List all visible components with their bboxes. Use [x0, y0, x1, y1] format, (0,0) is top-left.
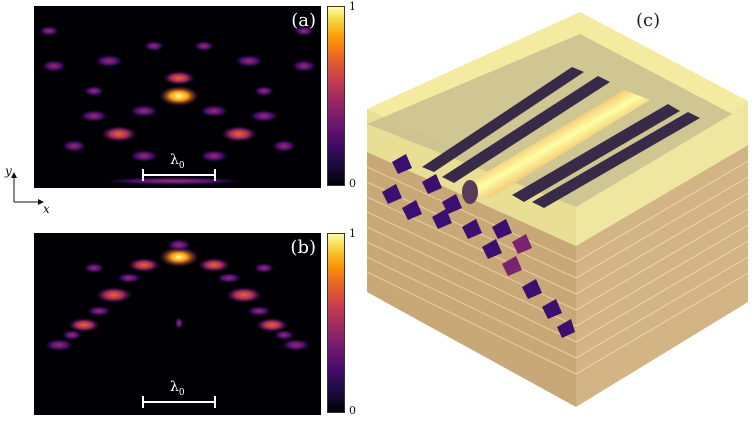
lobes-a [39, 26, 316, 185]
colorbar-a-max: 1 [349, 0, 356, 13]
field-map-a-image [39, 26, 316, 185]
scale-cap-left [142, 169, 144, 181]
scale-cap-left [142, 396, 144, 408]
scale-cap-right [214, 169, 216, 181]
left-face-layer-lines [366, 166, 577, 375]
surface-stripes [422, 67, 700, 208]
y-axis-label: y [5, 164, 12, 178]
panel-label-a: (a) [291, 10, 316, 31]
colorbar-a [327, 6, 345, 186]
field-map-a: (a) λ0 [34, 6, 321, 188]
scale-label-b: λ0 [170, 379, 185, 398]
colorbar-b-max: 1 [349, 227, 356, 240]
colorbar-a-min: 0 [349, 177, 356, 190]
hotspot-center-a [159, 71, 199, 106]
lobes-b [45, 258, 310, 351]
x-axis-label: x [43, 202, 50, 216]
panel-label-b: (b) [290, 237, 316, 258]
axes-arrows [11, 172, 44, 205]
field-map-b-image [45, 239, 310, 351]
right-face-layer-lines [575, 160, 749, 375]
field-pattern-left-face [382, 154, 575, 338]
layered-slab-3d [366, 12, 749, 407]
scale-line [142, 174, 214, 176]
scale-cap-right [214, 396, 216, 408]
field-map-b: (b) λ0 [34, 233, 321, 415]
cover-layer-right-face [576, 101, 748, 246]
axes-indicator: y x [4, 164, 54, 218]
beam-cross-section [462, 180, 478, 204]
scale-line [142, 401, 214, 403]
wavelength-scale-bar-a: λ0 [142, 152, 216, 184]
hotspot-top-b [159, 239, 199, 267]
slab-left-face [367, 152, 576, 407]
panel-label-c: (c) [636, 10, 661, 31]
scale-label-a: λ0 [170, 152, 185, 171]
colorbar-b [327, 233, 345, 413]
wavelength-scale-bar-b: λ0 [142, 379, 216, 411]
colorbar-b-min: 0 [349, 404, 356, 417]
bright-beam [462, 90, 650, 198]
